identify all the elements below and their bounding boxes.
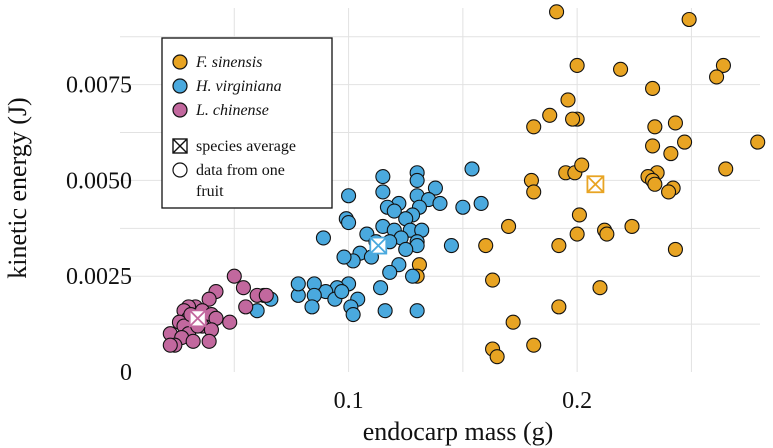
point-f-sinensis <box>645 138 661 154</box>
point-h-virginiana <box>377 303 393 319</box>
point-h-virginiana <box>464 161 480 177</box>
legend-label-fruit-line2: fruit <box>196 183 224 200</box>
point-l-chinense <box>201 291 217 307</box>
point-h-virginiana <box>409 303 425 319</box>
legend-marker-h-virginiana <box>172 78 188 94</box>
point-h-virginiana <box>386 203 402 219</box>
y-tick-label: 0.0075 <box>66 73 132 99</box>
point-f-sinensis <box>667 241 683 257</box>
x-tick-label: 0.2 <box>562 388 592 414</box>
legend-label-fruit-line1: data from one <box>196 162 285 179</box>
legend-box <box>161 37 333 209</box>
point-h-virginiana <box>382 264 398 280</box>
point-f-sinensis <box>613 61 629 77</box>
point-f-sinensis <box>663 146 679 162</box>
point-f-sinensis <box>565 111 581 127</box>
point-l-chinense <box>162 337 178 353</box>
point-f-sinensis <box>501 218 517 234</box>
tick-labels: 0.1 0.2 0 0.0025 0.0050 0.0075 <box>66 73 592 414</box>
point-h-virginiana <box>290 276 306 292</box>
point-f-sinensis <box>551 238 567 254</box>
point-f-sinensis <box>526 119 542 135</box>
point-f-sinensis <box>526 337 542 353</box>
legend-marker-f-sinensis <box>172 54 188 70</box>
legend-marker-l-chinense <box>172 102 188 118</box>
x-tick-label: 0.1 <box>334 388 364 414</box>
point-f-sinensis <box>592 280 608 296</box>
point-f-sinensis <box>505 314 521 330</box>
legend-label-f-sinensis: F. sinensis <box>195 54 262 71</box>
point-l-chinense <box>226 268 242 284</box>
average-l-chinense <box>188 309 207 328</box>
point-f-sinensis <box>750 134 766 150</box>
point-h-virginiana <box>405 268 421 284</box>
point-f-sinensis <box>478 238 494 254</box>
point-h-virginiana <box>345 306 361 323</box>
point-h-virginiana <box>409 172 425 188</box>
x-axis-title: endocarp mass (g) <box>363 417 554 446</box>
point-h-virginiana <box>443 238 459 254</box>
point-h-virginiana <box>373 280 389 296</box>
legend-fruit-icon <box>172 162 188 178</box>
point-f-sinensis <box>709 69 725 85</box>
point-f-sinensis <box>551 299 567 315</box>
point-f-sinensis <box>624 218 640 234</box>
point-f-sinensis <box>569 57 585 74</box>
point-h-virginiana <box>334 283 350 300</box>
point-l-chinense <box>258 287 274 303</box>
point-l-chinense <box>201 333 217 349</box>
point-h-virginiana <box>427 180 443 196</box>
point-f-sinensis <box>560 92 576 108</box>
y-tick-label: 0 <box>120 360 132 386</box>
legend: F. sinensis H. virginiana L. chinense sp… <box>161 37 333 209</box>
legend-label-h-virginiana: H. virginiana <box>195 78 282 95</box>
point-l-chinense <box>235 280 251 296</box>
species-averages <box>188 175 605 328</box>
point-f-sinensis <box>645 80 661 97</box>
point-f-sinensis <box>718 161 734 177</box>
point-f-sinensis <box>485 272 501 288</box>
legend-average-icon <box>172 138 188 154</box>
point-f-sinensis <box>574 157 590 173</box>
point-l-chinense <box>185 333 201 349</box>
point-l-chinense <box>238 299 254 315</box>
point-h-virginiana <box>398 241 414 257</box>
point-f-sinensis <box>715 57 731 74</box>
y-tick-label: 0.0025 <box>66 264 132 290</box>
point-h-virginiana <box>375 169 391 185</box>
point-f-sinensis <box>667 115 683 131</box>
point-f-sinensis <box>647 119 663 135</box>
legend-label-l-chinense: L. chinense <box>195 102 269 119</box>
data-points <box>162 4 766 365</box>
point-f-sinensis <box>549 4 565 20</box>
legend-label-average: species average <box>196 138 296 155</box>
point-f-sinensis <box>661 184 677 200</box>
point-h-virginiana <box>315 230 331 246</box>
point-h-virginiana <box>336 249 352 265</box>
point-h-virginiana <box>341 215 357 231</box>
point-h-virginiana <box>455 199 471 215</box>
point-h-virginiana <box>375 184 391 200</box>
point-f-sinensis <box>569 226 585 242</box>
point-f-sinensis <box>599 226 615 242</box>
point-h-virginiana <box>432 195 448 211</box>
point-h-virginiana <box>341 188 357 204</box>
point-f-sinensis <box>681 11 697 28</box>
point-f-sinensis <box>526 184 542 200</box>
point-f-sinensis <box>677 134 693 150</box>
y-tick-label: 0.0050 <box>66 168 132 194</box>
average-f-sinensis <box>586 175 605 194</box>
point-f-sinensis <box>571 207 587 223</box>
point-f-sinensis <box>489 349 505 365</box>
average-h-virginiana <box>369 236 388 255</box>
point-l-chinense <box>222 314 238 330</box>
y-axis-title: kinetic energy (J) <box>3 97 32 278</box>
point-f-sinensis <box>542 107 558 123</box>
point-h-virginiana <box>473 195 489 211</box>
point-f-sinensis <box>647 176 663 192</box>
point-h-virginiana <box>304 299 320 315</box>
